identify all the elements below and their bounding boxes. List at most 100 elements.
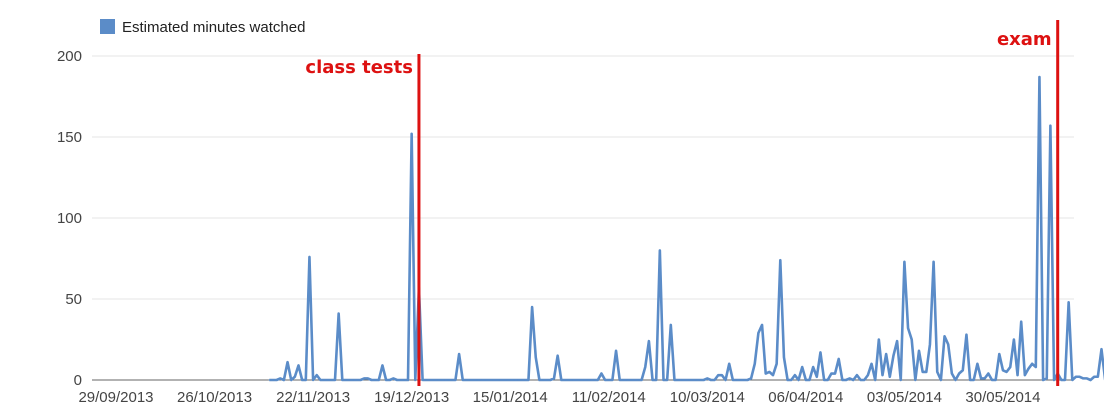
data-point bbox=[746, 379, 749, 381]
data-point bbox=[323, 379, 325, 381]
data-point bbox=[692, 379, 694, 381]
data-point bbox=[732, 379, 734, 381]
data-point bbox=[341, 379, 343, 381]
data-point bbox=[914, 379, 916, 381]
data-point bbox=[542, 379, 544, 381]
data-point bbox=[1013, 338, 1015, 341]
legend[interactable]: Estimated minutes watched bbox=[100, 19, 305, 36]
data-point bbox=[1042, 379, 1044, 381]
data-point bbox=[312, 379, 314, 381]
data-point bbox=[779, 259, 781, 261]
data-point bbox=[553, 377, 555, 379]
data-point bbox=[830, 372, 833, 375]
data-points bbox=[268, 76, 1103, 381]
data-point bbox=[867, 374, 869, 376]
data-point bbox=[319, 379, 321, 381]
data-point bbox=[509, 379, 511, 381]
data-point bbox=[827, 379, 829, 381]
x-tick-label: 29/09/2013 bbox=[78, 389, 153, 406]
data-point bbox=[480, 379, 482, 381]
data-point bbox=[1020, 321, 1022, 323]
data-point bbox=[761, 324, 763, 326]
data-point bbox=[812, 366, 814, 368]
data-point bbox=[703, 379, 705, 381]
y-tick-label: 150 bbox=[57, 129, 82, 146]
x-tick-label: 22/11/2013 bbox=[276, 389, 350, 406]
data-point bbox=[568, 379, 570, 381]
series-line bbox=[269, 75, 1104, 382]
data-point bbox=[392, 377, 394, 379]
data-point bbox=[381, 364, 384, 367]
data-point bbox=[969, 379, 971, 381]
data-point bbox=[1024, 374, 1026, 376]
data-point bbox=[951, 372, 953, 375]
data-point bbox=[750, 377, 752, 379]
data-point bbox=[860, 379, 862, 381]
data-point bbox=[1060, 379, 1062, 381]
y-tick-label: 50 bbox=[65, 291, 82, 308]
data-point bbox=[615, 350, 617, 352]
data-point bbox=[425, 379, 427, 381]
data-point bbox=[735, 379, 738, 381]
data-point bbox=[885, 353, 887, 355]
data-point bbox=[995, 379, 997, 381]
data-point bbox=[947, 343, 949, 345]
data-point bbox=[673, 379, 676, 381]
data-point bbox=[681, 379, 683, 381]
data-point bbox=[422, 379, 424, 381]
data-point bbox=[465, 379, 467, 381]
data-point bbox=[316, 374, 318, 376]
data-point bbox=[356, 379, 358, 381]
data-point bbox=[389, 379, 391, 381]
data-point bbox=[378, 379, 380, 381]
data-point bbox=[505, 379, 508, 381]
data-point bbox=[538, 379, 541, 381]
data-point bbox=[516, 379, 519, 381]
data-point bbox=[308, 256, 311, 258]
data-point bbox=[648, 340, 650, 342]
data-point bbox=[816, 376, 818, 378]
data-point bbox=[918, 350, 920, 352]
data-point bbox=[688, 379, 690, 381]
data-point bbox=[498, 379, 500, 381]
y-tick-label: 0 bbox=[74, 372, 82, 389]
data-point bbox=[608, 379, 610, 381]
data-point bbox=[772, 374, 774, 376]
data-point bbox=[991, 379, 993, 381]
data-point bbox=[352, 379, 354, 381]
data-point bbox=[283, 379, 285, 381]
data-point bbox=[330, 379, 332, 381]
data-point bbox=[305, 379, 307, 381]
data-point bbox=[907, 327, 909, 329]
data-point bbox=[706, 377, 708, 379]
data-point bbox=[1049, 125, 1051, 127]
data-point bbox=[874, 379, 876, 381]
data-point bbox=[1046, 377, 1048, 379]
data-point bbox=[790, 379, 792, 381]
data-point bbox=[922, 371, 924, 373]
legend-label: Estimated minutes watched bbox=[122, 19, 305, 36]
data-point bbox=[710, 379, 712, 381]
data-point bbox=[276, 379, 278, 381]
data-point bbox=[297, 364, 300, 367]
data-point bbox=[1086, 377, 1088, 379]
data-point bbox=[622, 379, 624, 381]
data-point bbox=[896, 340, 898, 342]
data-point bbox=[349, 379, 351, 381]
data-point bbox=[582, 379, 584, 381]
data-point bbox=[849, 377, 851, 379]
data-point bbox=[768, 371, 770, 373]
data-point bbox=[429, 379, 431, 381]
data-point bbox=[560, 379, 562, 381]
x-tick-label: 30/05/2014 bbox=[965, 389, 1040, 406]
data-point bbox=[699, 379, 701, 381]
data-point bbox=[743, 379, 745, 381]
data-point bbox=[589, 379, 592, 381]
data-point bbox=[980, 377, 982, 379]
data-point bbox=[359, 379, 362, 381]
data-point bbox=[776, 363, 778, 365]
data-point bbox=[856, 374, 858, 376]
annotation-label: class tests bbox=[305, 57, 413, 78]
data-point bbox=[286, 361, 289, 363]
data-point bbox=[436, 379, 438, 381]
